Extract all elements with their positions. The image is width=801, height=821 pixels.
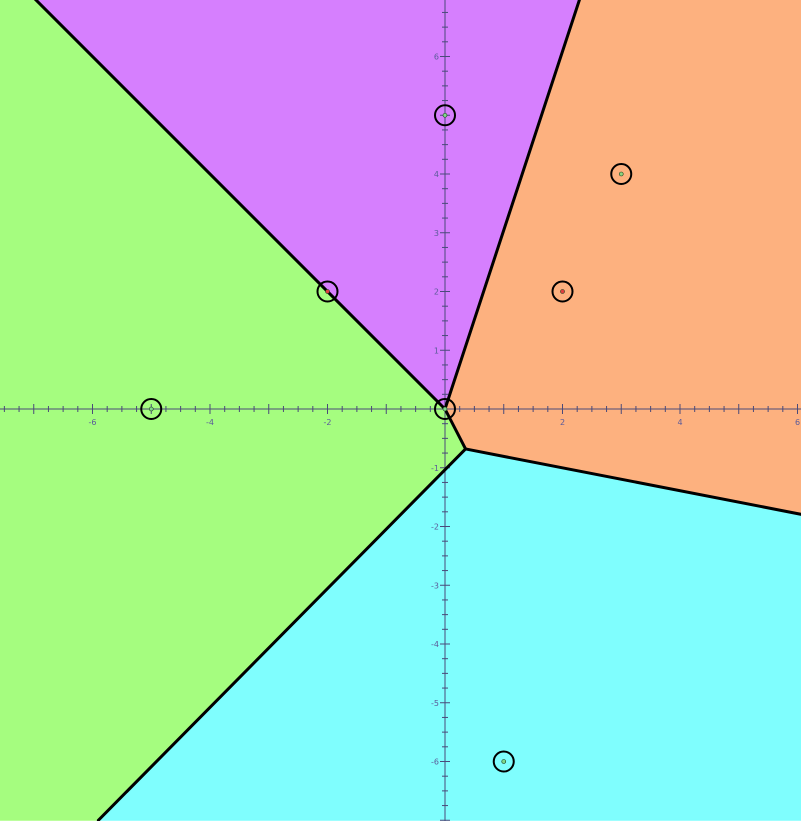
- site-point: [618, 171, 624, 177]
- y-tick-label: -2: [431, 523, 439, 532]
- x-tick-label: -6: [89, 418, 97, 427]
- y-tick-label: 3: [434, 229, 439, 238]
- site-ring: [434, 104, 456, 127]
- y-tick-label: -4: [431, 640, 439, 649]
- boundary-purple-green: [33, 0, 447, 411]
- site-ring: [434, 398, 456, 420]
- sites-layer: [140, 104, 633, 773]
- site-point: [325, 289, 330, 294]
- site-ring: [492, 750, 515, 773]
- x-tick-label: -2: [324, 418, 332, 427]
- y-tick-label: 1: [434, 346, 439, 355]
- site-ring: [610, 163, 633, 185]
- x-tick-label: 2: [560, 418, 565, 427]
- boundary-orange-cyan: [464, 447, 801, 516]
- site-point: [442, 406, 448, 412]
- y-tick-label: -1: [431, 464, 439, 473]
- boundary-green-cyan: [96, 447, 468, 821]
- site-ring: [316, 280, 339, 303]
- site-point: [501, 759, 507, 764]
- boundary-purple-orange: [443, 0, 581, 411]
- x-tick-label: -4: [206, 418, 214, 427]
- y-tick-label: 2: [434, 288, 439, 297]
- y-tick-label: -5: [431, 699, 439, 708]
- site-point: [148, 406, 154, 412]
- x-tick-label: 4: [677, 418, 682, 427]
- y-tick-label: 6: [434, 53, 439, 62]
- boundary-center-short: [443, 407, 468, 451]
- x-tick-label: 6: [795, 418, 800, 427]
- y-tick-label: 4: [434, 170, 439, 179]
- site-point: [560, 289, 565, 294]
- site-point: [442, 112, 448, 118]
- site-ring: [140, 398, 163, 420]
- y-tick-label: -6: [431, 758, 439, 767]
- y-tick-label: -3: [431, 581, 439, 590]
- site-ring: [551, 280, 574, 303]
